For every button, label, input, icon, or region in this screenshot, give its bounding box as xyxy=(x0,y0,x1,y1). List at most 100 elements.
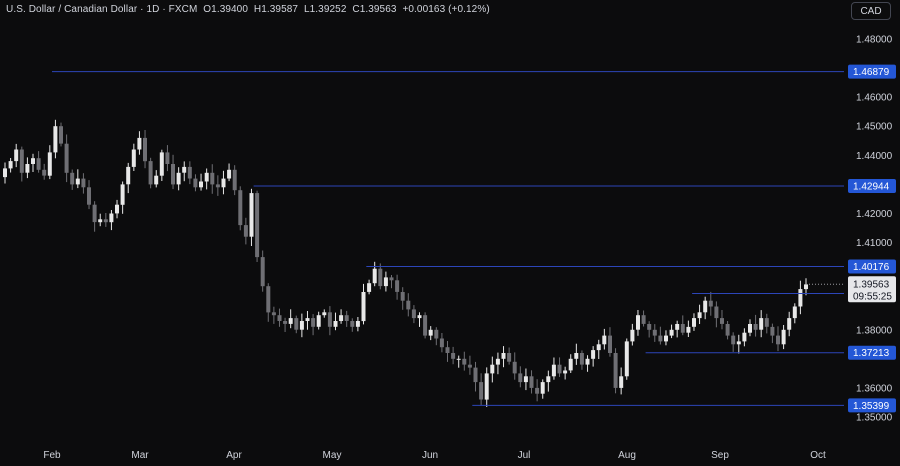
candle-body xyxy=(159,152,164,176)
candle-body xyxy=(327,312,332,327)
candle-body xyxy=(193,178,198,188)
candle-body xyxy=(652,329,657,336)
candle-body xyxy=(87,187,91,205)
time-tick-label: Aug xyxy=(618,450,636,461)
candle-body xyxy=(182,166,187,173)
candle-body xyxy=(344,315,349,321)
price-axis: 1.48000 1.46000 1.45000 1.44000 1.42000 1.410… xyxy=(806,35,896,424)
time-tick-label: Feb xyxy=(43,450,61,461)
candle-body xyxy=(187,166,192,179)
candle-body xyxy=(25,164,30,173)
candle-body xyxy=(143,137,147,162)
candle-body xyxy=(3,168,7,178)
candle-body xyxy=(714,306,719,319)
candle-body xyxy=(512,361,517,374)
candle-body xyxy=(98,219,103,223)
candle-body xyxy=(529,376,534,388)
level-price-label: 1.40176 xyxy=(853,262,890,273)
candle-body xyxy=(624,341,629,377)
open-value: O1.39400 xyxy=(203,4,249,15)
time-tick-label: Jun xyxy=(422,450,438,461)
candle-body xyxy=(636,315,640,330)
price-tick-label: 1.46000 xyxy=(856,93,893,104)
candle-body xyxy=(680,324,685,333)
candle-body xyxy=(742,332,747,342)
candle-body xyxy=(439,338,444,348)
candle-body xyxy=(770,326,775,336)
candle-body xyxy=(126,166,131,185)
candle-body xyxy=(540,382,545,394)
time-axis: Feb Mar Apr May Jun Jul Aug Sep Oct xyxy=(43,450,826,461)
level-price-tag xyxy=(848,345,896,360)
candle-body xyxy=(171,164,175,185)
candle-body xyxy=(490,364,495,374)
candle-body xyxy=(725,324,730,336)
candle-body xyxy=(42,169,47,176)
candle-body xyxy=(781,329,786,345)
level-price-label: 1.46879 xyxy=(853,67,890,78)
high-value: H1.39587 xyxy=(253,4,299,15)
low-value: L1.39252 xyxy=(303,4,347,15)
candle-body xyxy=(591,350,596,359)
candle-body xyxy=(501,353,506,359)
candle-body xyxy=(8,161,13,169)
candle-body xyxy=(613,353,618,388)
candle-body xyxy=(804,284,808,290)
candle-body xyxy=(210,172,215,185)
candle-body xyxy=(484,373,489,400)
candle-body xyxy=(115,204,119,214)
candle-body xyxy=(507,353,512,362)
candle-body xyxy=(75,178,80,185)
candle-body xyxy=(299,321,304,330)
candle-body xyxy=(199,181,203,188)
level-price-label: 1.35399 xyxy=(853,401,890,412)
candle-body xyxy=(378,268,383,287)
candle-body xyxy=(720,318,724,324)
time-tick-label: May xyxy=(323,450,342,461)
candle-body xyxy=(367,283,372,292)
last-price-label: 1.39563 xyxy=(853,279,890,290)
level-price-tag xyxy=(848,398,896,413)
candle-body xyxy=(109,213,114,223)
level-price-tag xyxy=(848,179,896,193)
candle-body xyxy=(787,318,792,330)
candle-body xyxy=(708,300,713,307)
candle-body xyxy=(103,219,108,223)
candle-body xyxy=(753,324,758,330)
candle-body xyxy=(400,292,405,301)
candle-body xyxy=(535,387,540,394)
candle-body xyxy=(451,353,456,359)
candle-body xyxy=(249,193,254,237)
candle-body xyxy=(563,370,568,374)
price-tick-label: 1.41000 xyxy=(856,238,893,249)
candle-body xyxy=(260,257,265,287)
candle-body xyxy=(792,306,797,319)
candle-body xyxy=(47,152,52,176)
candle-body xyxy=(36,158,41,170)
candle-body xyxy=(154,175,159,185)
price-tick-label: 1.38000 xyxy=(856,325,893,336)
price-tick-label: 1.48000 xyxy=(856,35,893,46)
level-price-tag xyxy=(848,64,896,79)
candle-body xyxy=(619,376,624,388)
candle-body xyxy=(266,286,271,313)
candle-body xyxy=(350,321,355,327)
candle-body xyxy=(675,324,680,330)
candle-body xyxy=(31,158,35,164)
candle-body xyxy=(647,324,652,330)
candle-body xyxy=(355,321,360,327)
candle-body xyxy=(53,126,58,153)
candle-body xyxy=(798,289,803,307)
candle-body xyxy=(574,353,579,359)
candle-body xyxy=(277,315,282,321)
time-tick-label: Apr xyxy=(226,450,242,461)
price-tick-label: 1.36000 xyxy=(856,383,893,394)
candle-body xyxy=(658,335,663,342)
candle-body xyxy=(473,367,478,383)
currency-button[interactable]: CAD xyxy=(851,2,891,20)
candle-body xyxy=(462,358,467,365)
change-value: +0.00163 (+0.12%) xyxy=(402,4,490,15)
candle-body xyxy=(271,312,276,316)
candle-body xyxy=(148,161,153,185)
